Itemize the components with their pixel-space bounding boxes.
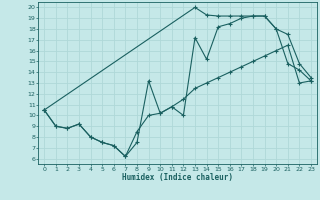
X-axis label: Humidex (Indice chaleur): Humidex (Indice chaleur)	[122, 173, 233, 182]
